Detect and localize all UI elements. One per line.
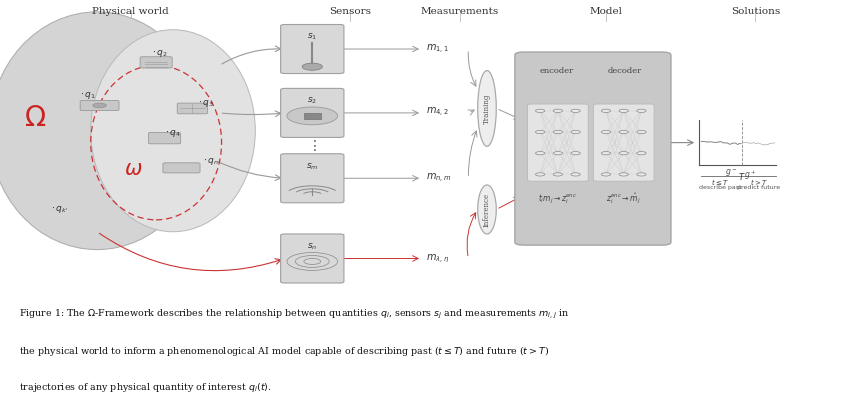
Text: Physical world: Physical world — [93, 7, 169, 16]
Text: $\cdot\,q_2$: $\cdot\,q_2$ — [152, 48, 167, 59]
Ellipse shape — [90, 30, 256, 232]
Circle shape — [637, 130, 647, 133]
Text: describe past: describe past — [699, 185, 741, 190]
Circle shape — [554, 151, 563, 155]
Text: $\cdot\,q_3$: $\cdot\,q_3$ — [198, 98, 214, 109]
Text: $\Omega$: $\Omega$ — [24, 105, 46, 132]
Circle shape — [619, 130, 629, 133]
Text: $\cdot\,q_{k'}$: $\cdot\,q_{k'}$ — [51, 204, 68, 215]
Text: $\omega$: $\omega$ — [124, 160, 143, 179]
Circle shape — [571, 130, 581, 133]
Text: $s_m$: $s_m$ — [306, 161, 318, 172]
Text: Model: Model — [589, 7, 623, 16]
Ellipse shape — [0, 12, 205, 249]
Text: the physical world to inform a phenomenological AI model capable of describing p: the physical world to inform a phenomeno… — [19, 344, 549, 358]
Circle shape — [287, 107, 338, 125]
Text: Sensors: Sensors — [329, 7, 371, 16]
Circle shape — [93, 103, 106, 108]
Circle shape — [554, 173, 563, 176]
Circle shape — [535, 109, 545, 112]
Text: $\cdot\,q_1$: $\cdot\,q_1$ — [80, 90, 95, 101]
Circle shape — [571, 109, 581, 112]
Text: $t_i m_j \rightarrow z_i^{enc}$: $t_i m_j \rightarrow z_i^{enc}$ — [538, 193, 577, 206]
FancyBboxPatch shape — [528, 104, 588, 181]
FancyBboxPatch shape — [280, 24, 344, 74]
FancyBboxPatch shape — [140, 57, 172, 68]
FancyBboxPatch shape — [177, 103, 208, 114]
Text: $m_{n,m}$: $m_{n,m}$ — [426, 172, 452, 185]
Circle shape — [571, 151, 581, 155]
Text: $g^+$: $g^+$ — [744, 168, 756, 182]
FancyBboxPatch shape — [80, 101, 119, 111]
Circle shape — [601, 130, 611, 133]
Circle shape — [619, 151, 629, 155]
Circle shape — [601, 109, 611, 112]
Text: $T$: $T$ — [738, 171, 745, 182]
Circle shape — [571, 173, 581, 176]
Text: encoder: encoder — [540, 67, 574, 75]
Text: Figure 1: The $\Omega$-Framework describes the relationship between quantities $: Figure 1: The $\Omega$-Framework describ… — [19, 308, 569, 321]
FancyBboxPatch shape — [515, 52, 671, 245]
FancyBboxPatch shape — [163, 163, 200, 173]
Circle shape — [554, 130, 563, 133]
Ellipse shape — [478, 185, 496, 234]
Circle shape — [601, 151, 611, 155]
Circle shape — [637, 109, 647, 112]
Text: $\cdot\,q_n$: $\cdot\,q_n$ — [203, 156, 219, 167]
FancyBboxPatch shape — [593, 104, 654, 181]
Circle shape — [302, 63, 322, 70]
Circle shape — [535, 173, 545, 176]
Circle shape — [637, 173, 647, 176]
FancyBboxPatch shape — [149, 133, 181, 144]
FancyBboxPatch shape — [280, 234, 344, 283]
Text: $\vdots$: $\vdots$ — [307, 138, 317, 153]
Text: $s_2$: $s_2$ — [307, 96, 317, 106]
Circle shape — [619, 109, 629, 112]
Circle shape — [601, 173, 611, 176]
Text: Inference: Inference — [483, 193, 491, 227]
Text: $\cdot\,q_4$: $\cdot\,q_4$ — [165, 128, 181, 139]
Text: $m_{\lambda,\eta}$: $m_{\lambda,\eta}$ — [426, 252, 449, 265]
Text: predict future: predict future — [738, 185, 781, 190]
Ellipse shape — [478, 70, 496, 147]
Text: $g^-$: $g^-$ — [725, 168, 738, 179]
FancyBboxPatch shape — [304, 113, 321, 119]
Text: $t \leq T$: $t \leq T$ — [711, 177, 729, 187]
Circle shape — [619, 173, 629, 176]
Text: trajectories of any physical quantity of interest $q_i(t)$.: trajectories of any physical quantity of… — [19, 381, 271, 394]
Text: $m_{4,2}$: $m_{4,2}$ — [426, 106, 449, 119]
Text: Measurements: Measurements — [421, 7, 499, 16]
Circle shape — [535, 151, 545, 155]
Text: Solutions: Solutions — [731, 7, 780, 16]
Text: decoder: decoder — [608, 67, 641, 75]
FancyBboxPatch shape — [280, 154, 344, 203]
Text: $z_i^{enc} \rightarrow \hat{m}_j$: $z_i^{enc} \rightarrow \hat{m}_j$ — [606, 192, 641, 206]
Text: $s_n$: $s_n$ — [307, 241, 317, 252]
Text: $m_{1,1}$: $m_{1,1}$ — [426, 42, 449, 56]
Circle shape — [554, 109, 563, 112]
Circle shape — [637, 151, 647, 155]
Text: $t > T$: $t > T$ — [750, 177, 768, 187]
Text: Training: Training — [483, 93, 491, 124]
FancyBboxPatch shape — [280, 88, 344, 138]
Text: $s_1$: $s_1$ — [307, 32, 317, 42]
Circle shape — [535, 130, 545, 133]
